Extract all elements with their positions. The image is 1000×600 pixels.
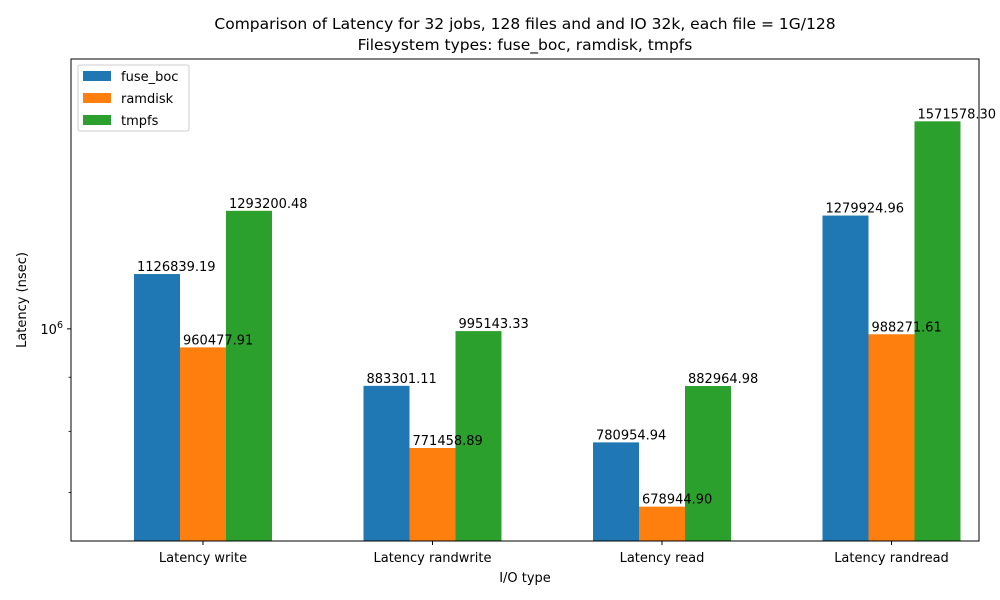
data-label-tmpfs-2: 882964.98 <box>688 372 758 387</box>
bar-tmpfs-2 <box>685 386 731 541</box>
bar-tmpfs-3 <box>914 121 961 541</box>
bar-fuse_boc-1 <box>363 385 410 541</box>
bar-ramdisk-2 <box>639 506 685 541</box>
y-axis-ticks: 106 <box>40 320 71 494</box>
legend-label-tmpfs: tmpfs <box>121 114 159 129</box>
data-label-tmpfs-0: 1293200.48 <box>229 197 308 212</box>
legend-swatch-ramdisk <box>83 93 111 103</box>
bar-ramdisk-3 <box>868 334 915 541</box>
x-tick-label-1: Latency randwrite <box>373 551 491 566</box>
data-label-ramdisk-0: 960477.91 <box>183 333 253 348</box>
data-label-tmpfs-3: 1571578.30 <box>918 107 997 122</box>
y-major-tick-label: 106 <box>40 320 63 338</box>
bar-ramdisk-0 <box>180 347 226 541</box>
x-axis-label: I/O type <box>499 571 551 586</box>
legend-label-fuse_boc: fuse_boc <box>121 70 178 85</box>
y-axis-label: Latency (nsec) <box>15 252 30 348</box>
x-tick-label-0: Latency write <box>159 551 247 566</box>
data-label-fuse_boc-2: 780954.94 <box>596 428 666 443</box>
data-labels-group: 1126839.19 960477.91 1293200.48 883301.11 77… <box>137 107 996 507</box>
legend-swatch-fuse_boc <box>83 71 111 81</box>
legend-label-ramdisk: ramdisk <box>121 92 174 107</box>
data-label-fuse_boc-3: 1279924.96 <box>826 202 905 217</box>
x-axis-ticks: Latency write Latency randwrite Latency re… <box>159 541 949 566</box>
data-label-ramdisk-2: 678944.90 <box>642 493 712 508</box>
data-label-ramdisk-1: 771458.89 <box>413 434 483 449</box>
bar-fuse_boc-3 <box>822 215 869 542</box>
chart-subtitle: Filesystem types: fuse_boc, ramdisk, tmp… <box>358 36 693 55</box>
bars-group <box>134 121 961 542</box>
bar-ramdisk-1 <box>409 448 456 541</box>
bar-fuse_boc-0 <box>134 274 180 541</box>
bar-fuse_boc-2 <box>593 442 639 541</box>
x-tick-label-3: Latency randread <box>834 551 949 566</box>
data-label-fuse_boc-1: 883301.11 <box>367 372 437 387</box>
legend-swatch-tmpfs <box>83 115 111 125</box>
bar-tmpfs-0 <box>226 210 272 541</box>
bar-tmpfs-1 <box>455 331 502 541</box>
chart-title: Comparison of Latency for 32 jobs, 128 f… <box>214 15 835 33</box>
data-label-ramdisk-3: 988271.61 <box>872 320 942 335</box>
data-label-fuse_boc-0: 1126839.19 <box>137 260 216 275</box>
x-tick-label-2: Latency read <box>620 551 705 566</box>
data-label-tmpfs-1: 995143.33 <box>459 317 529 332</box>
plot-frame <box>70 58 980 542</box>
legend-box <box>77 64 190 132</box>
